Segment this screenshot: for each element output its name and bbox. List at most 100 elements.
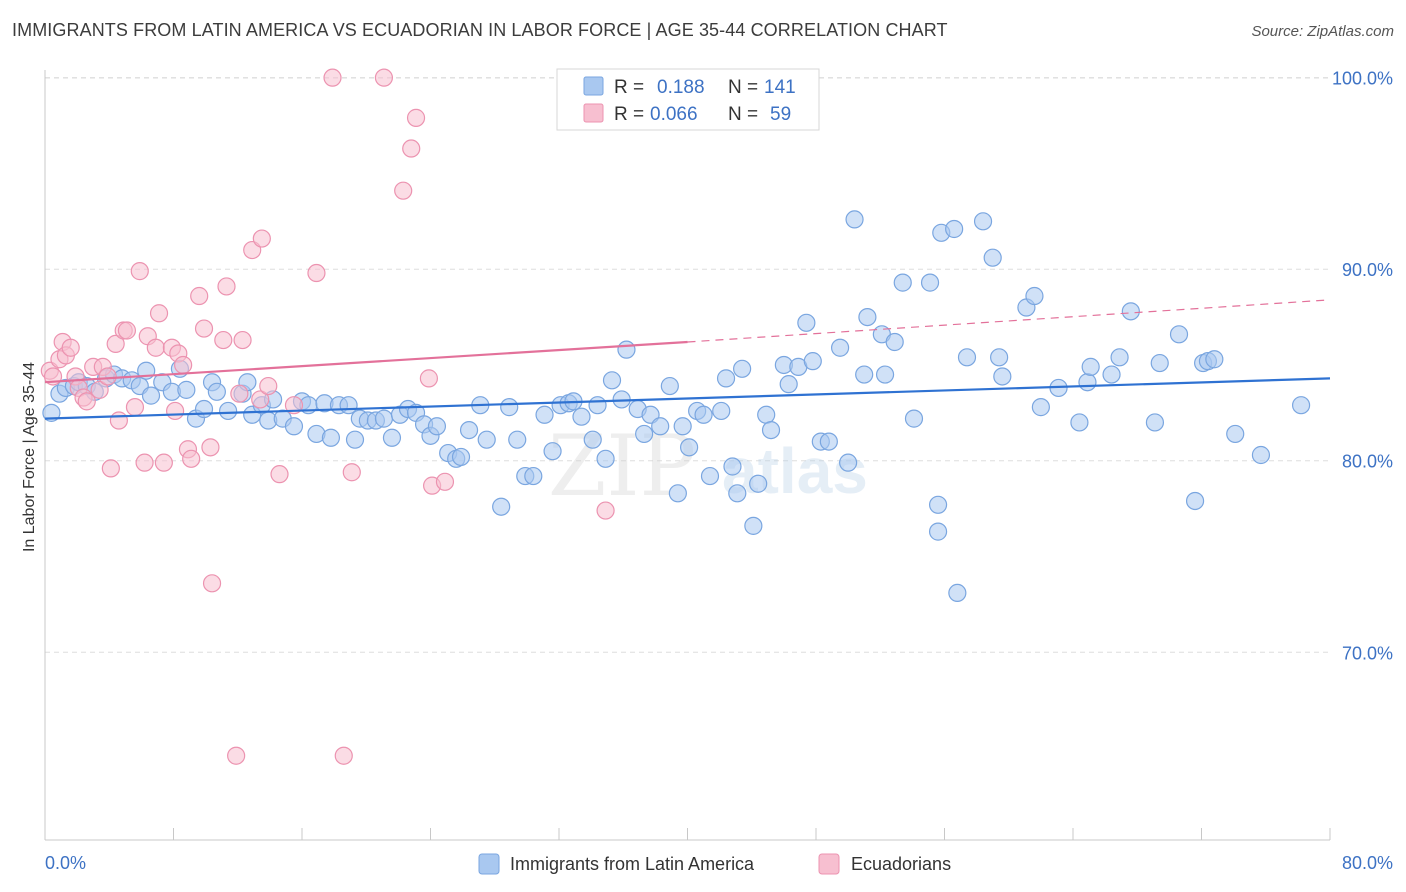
y-tick-label: 90.0% [1342, 260, 1393, 280]
data-point-pink [270, 465, 289, 484]
data-point-blue [596, 449, 615, 468]
gridlines [45, 77, 1330, 653]
data-point-blue [1031, 398, 1050, 417]
data-point-blue [583, 430, 602, 449]
legend-label-blue: Immigrants from Latin America [510, 854, 755, 874]
data-point-pink [166, 401, 185, 421]
data-point-blue [945, 219, 964, 239]
y-axis-label: In Labor Force | Age 35-44 [21, 362, 38, 552]
data-point-blue [451, 447, 471, 467]
stats-n-value-1: 141 [764, 77, 796, 98]
data-point-blue [508, 430, 527, 449]
data-point-pink [323, 68, 342, 87]
data-point-pink [130, 262, 149, 281]
data-point-blue [990, 348, 1009, 367]
data-point-blue [1145, 413, 1165, 432]
legend-swatch-pink [818, 853, 840, 875]
data-point-blue [339, 396, 358, 415]
data-point-pink [251, 390, 270, 409]
data-point-blue [957, 348, 977, 367]
data-point-blue [893, 273, 912, 292]
legend-label-pink: Ecuadorians [851, 854, 951, 874]
data-point-blue [602, 371, 622, 390]
data-point-blue [973, 212, 993, 231]
watermark-atlas: atlas [722, 435, 868, 507]
data-point-blue [723, 457, 742, 476]
data-point-blue [1251, 445, 1271, 465]
data-point-pink [106, 334, 125, 354]
data-point-blue [875, 365, 895, 384]
data-point-blue [797, 313, 816, 332]
data-point-blue [680, 438, 699, 457]
data-point-pink [61, 338, 80, 357]
data-point-pink [342, 463, 361, 482]
data-point-blue [1078, 373, 1097, 392]
data-point-blue [928, 522, 948, 541]
data-point-blue [321, 428, 341, 447]
data-point-pink [101, 459, 120, 478]
stats-n-label-2: N = [728, 104, 758, 125]
stats-r-value-1: 0.188 [657, 77, 705, 98]
data-point-blue [668, 484, 687, 503]
data-point-pink [233, 330, 252, 350]
y-tick-label: 70.0% [1342, 643, 1393, 663]
data-point-pink [435, 472, 455, 491]
data-point-blue [700, 466, 720, 486]
data-point-blue [1185, 491, 1205, 511]
data-point-pink [252, 229, 271, 248]
data-point-pink [202, 574, 222, 593]
data-point-blue [459, 420, 479, 440]
data-point-blue [617, 340, 636, 359]
data-point-blue [983, 248, 1002, 267]
data-point-blue [830, 338, 850, 357]
data-point-blue [716, 369, 736, 388]
data-point-blue [885, 332, 904, 352]
data-point-blue [345, 430, 365, 449]
data-point-blue [904, 409, 924, 428]
data-point-pink [90, 380, 109, 399]
stats-r-label-2: R = [614, 104, 644, 125]
data-point-blue [1150, 353, 1169, 373]
data-point-blue [728, 484, 747, 503]
data-point-pink [402, 139, 421, 158]
scatter-points [40, 68, 1311, 765]
data-point-pink [146, 338, 165, 357]
data-point-blue [993, 367, 1012, 386]
data-point-blue [572, 407, 591, 426]
data-point-blue [524, 466, 543, 486]
x-tick-label: 0.0% [45, 853, 86, 873]
data-point-blue [42, 403, 61, 422]
data-point-blue [1110, 348, 1129, 367]
chart-title: IMMIGRANTS FROM LATIN AMERICA VS ECUADOR… [12, 20, 948, 40]
data-point-pink [117, 321, 137, 340]
trend-lines [44, 299, 1331, 420]
data-point-blue [219, 401, 238, 421]
data-point-pink [125, 398, 145, 417]
data-point-blue [500, 398, 519, 417]
data-point-pink [334, 746, 353, 765]
data-point-blue [1121, 302, 1140, 321]
data-point-blue [744, 516, 763, 535]
data-point-blue [712, 401, 731, 421]
data-point-blue [855, 365, 874, 384]
data-point-blue [284, 417, 304, 436]
data-point-blue [839, 453, 858, 472]
data-point-blue [1291, 396, 1311, 415]
data-point-blue [477, 430, 496, 449]
y-tick-label: 80.0% [1342, 452, 1393, 472]
trend-line-blue [44, 377, 1331, 420]
stats-n-label-1: N = [728, 77, 758, 98]
data-point-blue [757, 405, 776, 424]
data-point-blue [779, 375, 798, 394]
data-point-blue [1070, 413, 1089, 432]
data-point-pink [194, 319, 214, 338]
series-legend: Immigrants from Latin America Ecuadorian… [478, 853, 951, 875]
axes [44, 70, 1331, 841]
data-point-blue [588, 396, 607, 415]
watermark: ZIP atlas [548, 417, 868, 515]
data-point-blue [492, 497, 511, 516]
stats-legend: R = 0.188 N = 141 R = 0.066 N = 59 [556, 68, 820, 131]
data-point-pink [135, 453, 154, 472]
data-point-pink [174, 355, 193, 375]
